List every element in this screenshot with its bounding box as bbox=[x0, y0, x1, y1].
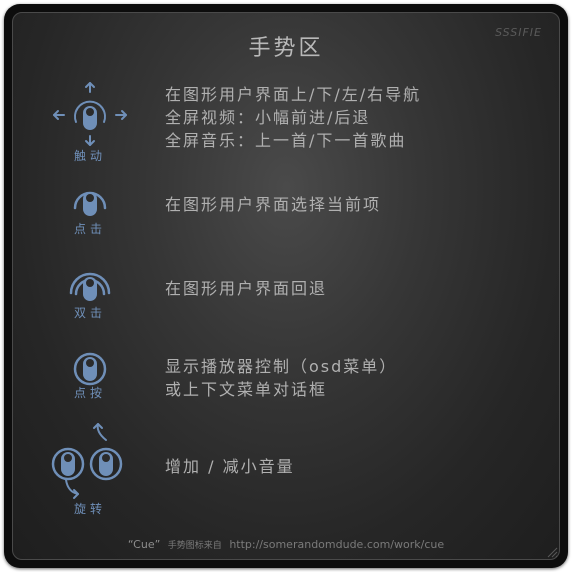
tap-icon bbox=[73, 191, 107, 216]
gesture-label-touch-move: 触动 bbox=[73, 149, 106, 163]
touch-move-icon bbox=[53, 82, 127, 146]
footer-credit-text: 手势图标来自 bbox=[167, 541, 222, 551]
footer-link[interactable]: http://somerandomdude.com/work/cue bbox=[229, 538, 445, 551]
desc-line: 在图形用户界面选择当前项 bbox=[165, 195, 382, 214]
double-tap-icon bbox=[69, 272, 111, 301]
desc-line: 增加 / 减小音量 bbox=[165, 457, 295, 476]
desc-line: 全屏音乐：上一首/下一首歌曲 bbox=[165, 131, 407, 150]
gesture-label-press: 点按 bbox=[73, 386, 106, 400]
desc-line: 显示播放器控制（osd菜单） bbox=[165, 357, 398, 376]
gesture-rotate: 旋转 bbox=[40, 418, 140, 516]
watermark-text: SSSIFIE bbox=[495, 26, 542, 39]
gesture-desc-rotate: 增加 / 减小音量 bbox=[165, 455, 295, 478]
footer-credit: “Cue” 手势图标来自 http://somerandomdude.com/w… bbox=[0, 538, 572, 551]
gesture-desc-double-tap: 在图形用户界面回退 bbox=[165, 277, 327, 300]
gesture-double-tap: 双击 bbox=[40, 262, 140, 352]
press-icon bbox=[73, 352, 107, 386]
gesture-label-double-tap: 双击 bbox=[73, 306, 106, 320]
gesture-tap: 点击 bbox=[40, 180, 140, 270]
gesture-desc-tap: 在图形用户界面选择当前项 bbox=[165, 193, 381, 216]
footer-cue: “Cue” bbox=[127, 538, 161, 551]
gesture-desc-touch-move: 在图形用户界面上/下/左/右导航 全屏视频：小幅前进/后退 全屏音乐：上一首/下… bbox=[165, 83, 421, 152]
gesture-touch-move: 触动 bbox=[40, 78, 140, 168]
desc-line: 在图形用户界面上/下/左/右导航 bbox=[165, 85, 422, 104]
gesture-label-tap: 点击 bbox=[73, 222, 106, 236]
desc-line: 全屏视频：小幅前进/后退 bbox=[165, 108, 371, 127]
page-title: 手势区 bbox=[248, 36, 324, 61]
desc-line: 或上下文菜单对话框 bbox=[165, 380, 328, 399]
gesture-desc-press: 显示播放器控制（osd菜单） 或上下文菜单对话框 bbox=[165, 355, 397, 401]
desc-line: 在图形用户界面回退 bbox=[165, 279, 328, 298]
rotate-icon bbox=[51, 423, 123, 499]
gesture-press: 点按 bbox=[40, 350, 140, 440]
resize-grip-icon[interactable] bbox=[546, 546, 558, 558]
gesture-label-rotate: 旋转 bbox=[73, 502, 106, 516]
